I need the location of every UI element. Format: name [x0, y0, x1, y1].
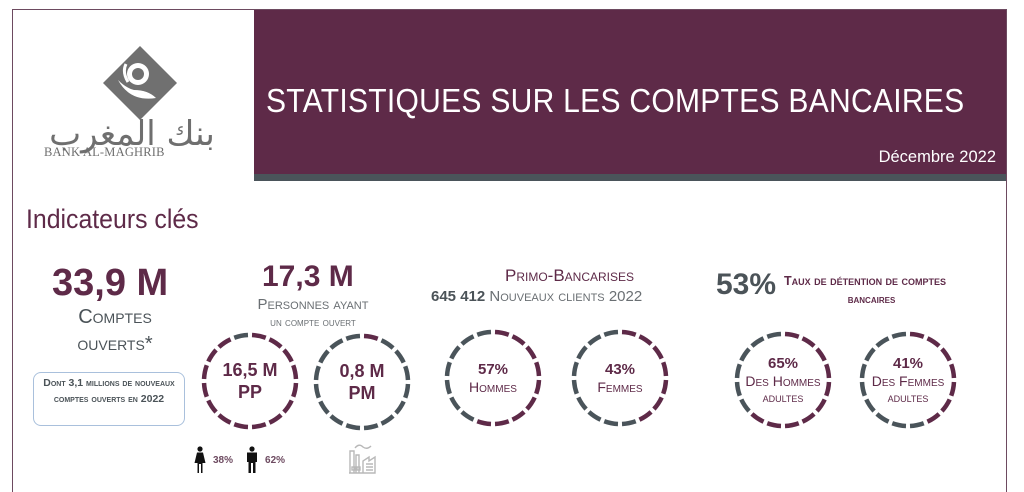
page-title: STATISTIQUES SUR LES COMPTES BANCAIRES — [266, 82, 965, 119]
note-prefix: Dont — [43, 377, 69, 389]
ring-pm-value: 0,8 M — [339, 361, 385, 381]
ring-pm-label: PM — [348, 383, 376, 403]
ring-segments — [444, 329, 542, 427]
ring-femmes-adultes-label2: adultes — [887, 390, 929, 405]
ring-hommes-adultes-value: 65% — [767, 354, 799, 372]
ring-pp: 16,5 M PP — [198, 329, 302, 433]
header-band — [254, 10, 1006, 174]
comptes-label-line2: ouverts* — [77, 333, 153, 355]
ring-segments — [313, 333, 411, 431]
ring-segments — [571, 329, 669, 427]
ring-pp-value: 16,5 M — [222, 360, 278, 380]
ring-segments — [201, 332, 299, 430]
page-frame — [12, 9, 1007, 492]
woman-icon — [194, 446, 206, 473]
ring-femmes-adultes: 41% Des Femmes adultes — [856, 328, 960, 432]
report-date: Décembre 2022 — [878, 148, 996, 166]
ring-segments — [734, 331, 832, 429]
note-year: 2022 — [140, 393, 165, 405]
ring-pp-label: PP — [237, 382, 262, 402]
personnes-value: 17,3 M — [262, 260, 354, 293]
ring-primo-femmes-value: 43% — [604, 360, 636, 378]
ring-femmes-adultes-value: 41% — [892, 354, 924, 372]
factory-icon — [349, 444, 376, 474]
ring-femmes-adultes-label1: Des Femmes — [871, 372, 945, 389]
personnes-label-line2: un compte ouvert — [270, 315, 356, 329]
man-icon — [247, 446, 258, 473]
note-value: 3,1 millions — [68, 377, 120, 389]
primo-title: Primo-Bancarises — [505, 266, 635, 285]
svg-text:بنك المغرب: بنك المغرب — [49, 114, 215, 154]
header-stripe — [254, 174, 1006, 181]
taux-label-line2: bancaires — [847, 292, 896, 306]
logo-latin-text: BANK AL-MAGHRIB — [44, 145, 165, 159]
ring-hommes-adultes-label1: Des Hommes — [745, 372, 821, 389]
new-accounts-note: Dont 3,1 millions de nouveaux comptes ou… — [33, 372, 185, 426]
ring-hommes-adultes-label2: adultes — [762, 390, 804, 405]
bank-al-maghrib-logo: بنك المغرب — [30, 40, 235, 170]
logo-emblem-icon: بنك المغرب — [49, 46, 215, 154]
ring-primo-hommes-value: 57% — [477, 360, 509, 378]
man-percent: 62% — [265, 454, 286, 466]
primo-subtitle-text: Nouveaux clients 2022 — [485, 288, 643, 305]
comptes-label-line1: Comptes — [78, 306, 152, 328]
ring-hommes-adultes: 65% Des Hommes adultes — [731, 328, 835, 432]
ring-segments — [859, 331, 957, 429]
note-mid: de nouveaux comptes ouverts en — [53, 377, 175, 405]
section-title: Indicateurs clés — [26, 204, 199, 234]
gender-split-row: 38% 62% — [193, 446, 285, 474]
primo-count: 645 412 — [431, 288, 486, 305]
ring-primo-hommes: 57% Hommes — [441, 326, 545, 430]
personnes-label-line1: Personnes ayant — [257, 296, 369, 313]
ring-pm: 0,8 M PM — [310, 330, 414, 434]
taux-label-line1: Taux de détention de comptes — [784, 274, 947, 288]
woman-percent: 38% — [213, 454, 234, 466]
ring-primo-hommes-label: Hommes — [469, 378, 517, 395]
comptes-value: 33,9 M — [52, 262, 169, 304]
primo-subtitle: 645 412 Nouveaux clients 2022 — [431, 288, 642, 305]
taux-value: 53% — [716, 268, 777, 301]
ring-primo-femmes-label: Femmes — [597, 378, 643, 395]
ring-primo-femmes: 43% Femmes — [568, 326, 672, 430]
